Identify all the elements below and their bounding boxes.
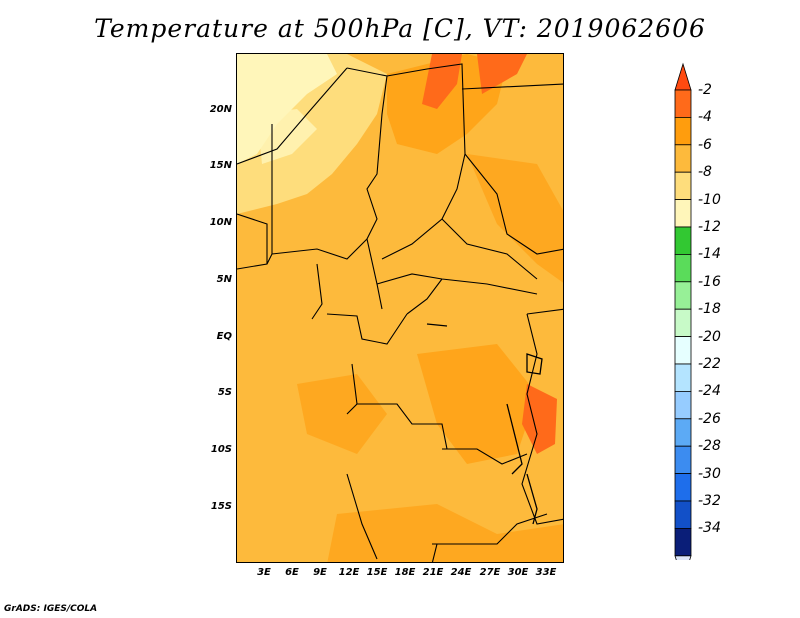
credit-text: GrADS: IGES/COLA (4, 604, 98, 614)
color-bar-label: -24 (698, 383, 721, 400)
lon-label: 12E (338, 567, 360, 578)
color-bar-segment (674, 89, 692, 118)
contour-region-minus4-north (387, 54, 507, 154)
color-bar-segment (674, 117, 692, 146)
color-bar-label: -26 (698, 410, 721, 427)
lon-label: 15E (366, 567, 388, 578)
lat-label: 15S (210, 501, 232, 512)
country-borders (237, 63, 563, 562)
contour-region-minus4-west (297, 374, 387, 454)
lat-label: 10S (210, 444, 232, 455)
color-bar-segment (674, 390, 692, 420)
color-bar-segment (674, 199, 692, 228)
color-bar-label: -2 (698, 82, 712, 98)
color-bar-segment (674, 473, 692, 502)
color-bar-segment (674, 336, 692, 365)
lon-label: 6E (285, 567, 299, 578)
color-bar-segment (674, 445, 692, 475)
color-bar-segment (674, 308, 692, 337)
color-bar-label: -12 (698, 219, 721, 235)
color-bar-segment (674, 226, 692, 255)
color-bar-segment (674, 500, 692, 529)
lat-label: 5N (216, 274, 232, 285)
color-bar-label: -6 (698, 136, 712, 153)
lat-label: 15N (209, 160, 232, 171)
color-bar-label: -18 (698, 301, 721, 318)
color-bar-segment (674, 527, 692, 557)
color-bar-segment (674, 418, 692, 447)
color-bar-label: -8 (698, 164, 712, 181)
color-bar-label: -14 (698, 246, 721, 263)
lat-label: EQ (216, 331, 232, 342)
contour-region-minus2-c (522, 384, 557, 454)
contour-region-minus4-center (417, 344, 537, 464)
color-bar-segment (674, 171, 692, 200)
lon-label: 18E (394, 567, 416, 578)
color-bar-segment (674, 363, 692, 392)
color-bar-label: -28 (698, 438, 721, 455)
lon-label: 30E (507, 567, 529, 578)
temperature-map (237, 54, 563, 562)
contour-region-minus4-south (327, 504, 563, 562)
lon-label: 24E (450, 567, 472, 578)
lon-label: 33E (535, 567, 557, 578)
contour-region-minus2-b (477, 54, 527, 94)
lat-label: 20N (209, 104, 232, 115)
color-bar (674, 62, 692, 560)
color-bar-label: -4 (698, 109, 712, 126)
lat-label: 10N (209, 217, 232, 228)
color-bar-segment (674, 144, 692, 173)
color-bar-label: -30 (698, 465, 721, 482)
color-bar-label: -34 (698, 520, 721, 537)
color-bar-label: -10 (698, 191, 721, 208)
lon-label: 3E (257, 567, 271, 578)
color-bar-label: -16 (698, 273, 721, 290)
color-bar-label: -32 (698, 493, 721, 509)
color-bar-label: -22 (698, 356, 721, 372)
color-bar-bottom-arrow (674, 555, 692, 560)
color-bar-top-arrow (674, 62, 692, 91)
lakes (426, 323, 543, 525)
color-bar-segment (674, 281, 692, 310)
color-bar-label: -20 (698, 328, 721, 345)
color-bar-segment (674, 253, 692, 283)
lon-label: 21E (422, 567, 444, 578)
lon-label: 9E (313, 567, 327, 578)
lon-label: 27E (479, 567, 501, 578)
lat-label: 5S (217, 387, 232, 398)
chart-title: Temperature at 500hPa [C], VT: 201906260… (94, 14, 706, 43)
map-panel (236, 53, 564, 563)
